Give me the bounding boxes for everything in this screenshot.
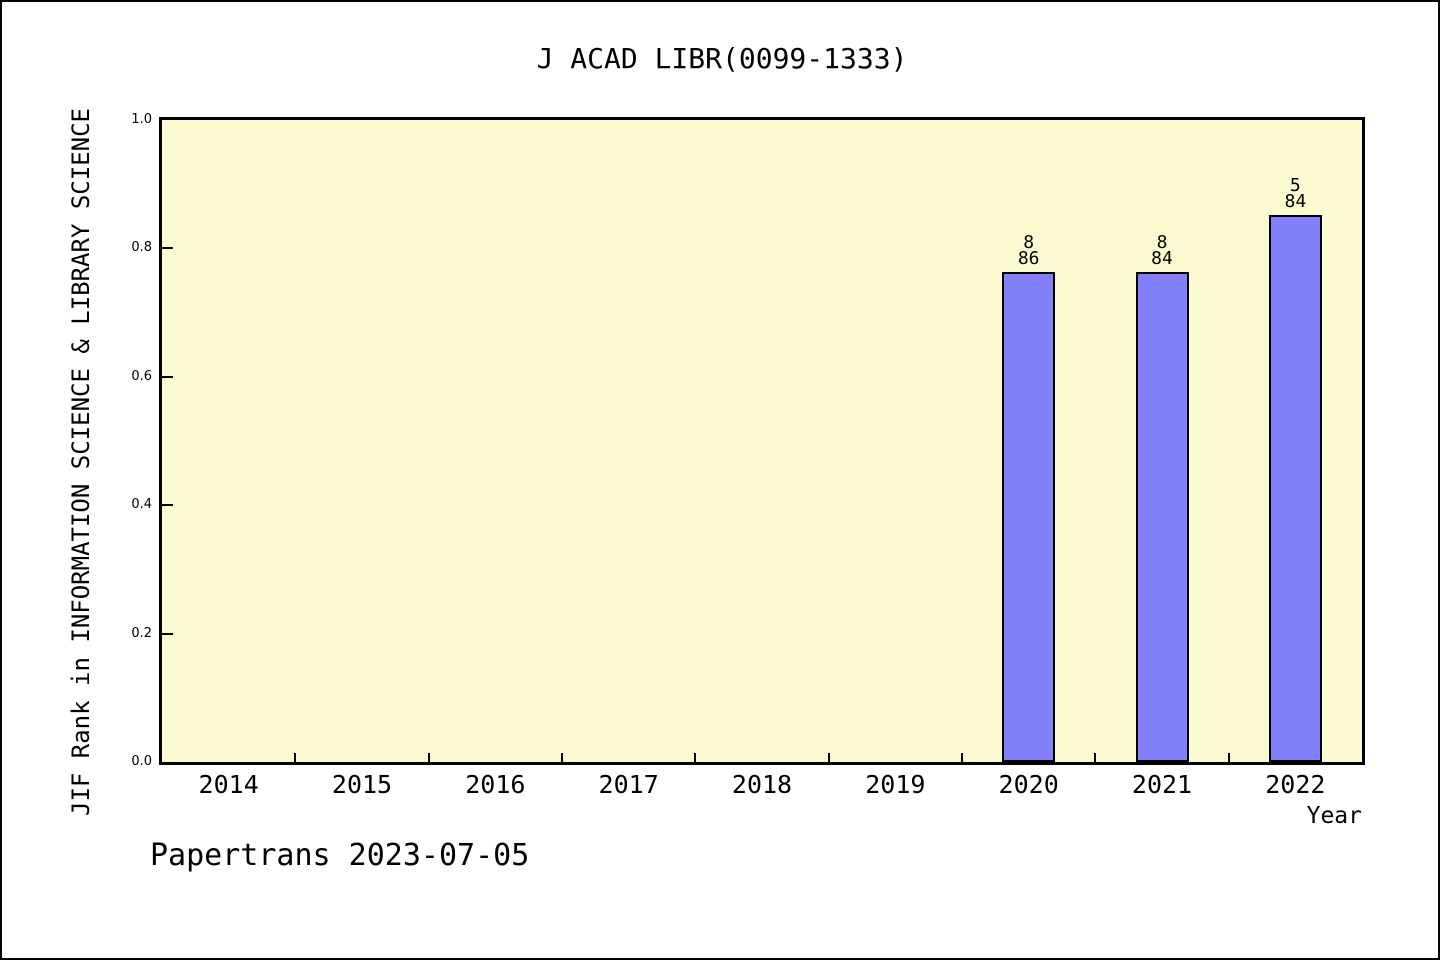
x-tick-mark [1094,753,1097,762]
y-tick-mark [162,375,173,378]
bar-annotation-2021: 8 84 [1112,232,1212,269]
bar-total-value: 86 [1017,248,1040,269]
bar-2020 [1002,272,1056,762]
y-tick-label: 1.0 [131,112,152,127]
bar-annotation-2020: 8 86 [979,232,1079,269]
x-tick-label: 2019 [865,770,926,799]
plot-area: 0.0 0.2 0.4 0.6 0.8 1.0 2014 2015 2016 2017 2018 20… [131,112,1365,829]
x-tick-mark [961,753,963,762]
chart-title: J ACAD LIBR(0099-1333) [536,42,908,75]
x-tick-mark [427,753,430,762]
y-tick-label: 0.6 [131,368,152,384]
x-tick-label: 2020 [998,770,1059,799]
x-tick-mark [561,753,563,762]
bar-rank-value: 8 [1156,232,1168,253]
x-axis-label: Year [1306,803,1362,829]
bar-annotation-2022: 5 84 [1245,175,1345,212]
x-tick-label: 2022 [1265,770,1326,799]
y-tick-mark [162,504,173,507]
bar-2022 [1268,215,1322,762]
x-tick-label: 2017 [598,770,659,799]
x-tick-label: 2018 [731,770,793,799]
x-tick-label: 2015 [331,770,393,799]
y-tick-label: 0.4 [131,497,152,513]
x-tick-mark [827,753,830,762]
y-tick-label: 0.8 [131,240,152,256]
x-tick-mark [294,753,297,762]
y-axis-label: JIF Rank in INFORMATION SCIENCE & LIBRAR… [67,107,95,817]
y-tick-label: 0.0 [131,754,152,769]
x-tick-mark [1227,753,1230,762]
bar-total-value: 84 [1284,191,1307,212]
bar-rank-value: 5 [1289,175,1301,196]
x-tick-label: 2014 [198,770,259,799]
y-tick-mark [162,632,173,635]
x-tick-mark [694,753,697,762]
footer-credit: Papertrans 2023-07-05 [150,838,530,873]
bar-total-value: 84 [1151,248,1173,269]
bar-2021 [1135,272,1189,762]
bar-rank-value: 8 [1023,232,1035,253]
y-tick-mark [162,247,173,250]
x-tick-label: 2021 [1131,770,1193,799]
y-tick-label: 0.2 [131,625,152,641]
x-tick-label: 2016 [465,770,526,799]
